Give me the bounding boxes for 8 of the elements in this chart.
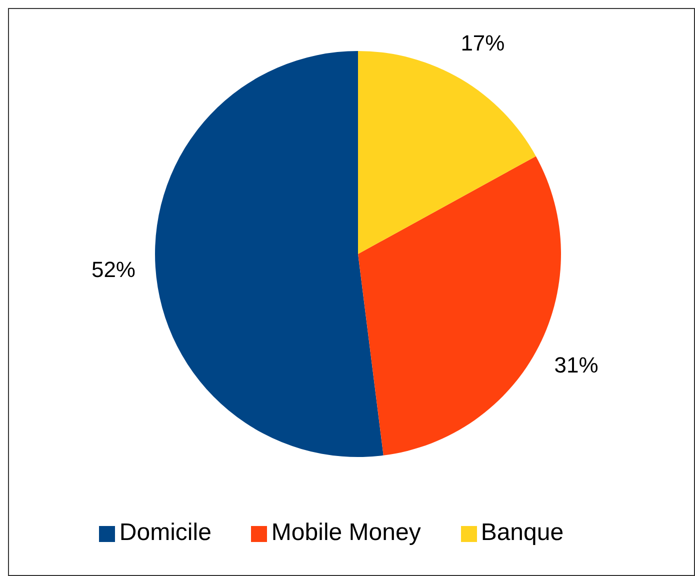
pie-slice [155, 51, 384, 457]
data-label: 17% [460, 30, 505, 56]
legend-label: Domicile [119, 519, 212, 546]
data-label: 31% [554, 352, 598, 378]
legend-label: Mobile Money [271, 519, 421, 546]
data-label: 52% [91, 256, 136, 282]
legend-label: Banque [480, 519, 564, 546]
pie-slice [358, 51, 536, 254]
